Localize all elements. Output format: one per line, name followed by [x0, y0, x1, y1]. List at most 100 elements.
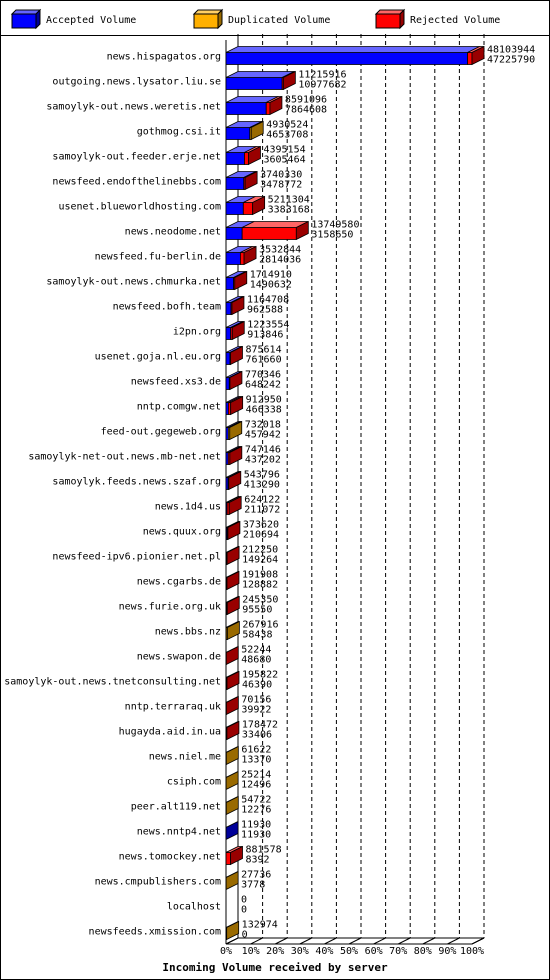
bar-front [467, 52, 473, 65]
total-label: 52244 [241, 645, 271, 656]
x-tick [274, 937, 288, 945]
y-tick-label: news.nntp4.net [137, 827, 221, 838]
bar-segment [281, 70, 296, 91]
accepted-label: 149264 [242, 555, 278, 566]
bar-segment [225, 745, 239, 766]
y-tick-label: usenet.goja.nl.eu.org [95, 352, 221, 363]
bar-front [244, 152, 249, 165]
bar-segment [225, 71, 295, 90]
bar-front [225, 77, 283, 90]
accepted-label: 761660 [245, 355, 281, 366]
accepted-label: 4653708 [266, 130, 308, 141]
y-tick-label: newsfeeds.xmission.com [89, 927, 221, 938]
x-tick [348, 937, 362, 945]
bar-segment [243, 170, 258, 191]
accepted-label: 128882 [242, 580, 278, 591]
accepted-label: 913846 [247, 330, 283, 341]
bar-side [226, 670, 240, 691]
legend-swatch-front [11, 13, 37, 29]
bar-side [226, 595, 240, 616]
bar-segment [225, 96, 279, 115]
total-label: 212250 [242, 545, 278, 556]
accepted-label: 437202 [245, 455, 281, 466]
total-label: 912950 [246, 395, 282, 406]
bar-side [225, 795, 239, 816]
bar-side [230, 345, 243, 366]
bar-front [241, 227, 297, 240]
legend-swatch-front [193, 13, 219, 29]
bar-segment [227, 470, 242, 491]
y-tick-label: samoylyk-out.news.tnetconsulting.net [4, 677, 221, 688]
x-tick [447, 937, 460, 945]
legend-label: Accepted Volume [46, 15, 136, 26]
accepted-label: 46390 [242, 680, 272, 691]
bar-side [471, 45, 485, 66]
total-label: 132974 [242, 920, 278, 931]
bar-segment [249, 120, 264, 141]
y-tick-label: samoylyk.feeds.news.szaf.org [52, 477, 221, 488]
bar-segment [226, 520, 241, 541]
bar-side [228, 495, 242, 516]
bar-segment [226, 595, 240, 616]
total-label: 3532844 [259, 245, 301, 256]
x-tick [225, 937, 239, 945]
bar-segment [241, 220, 309, 241]
accepted-label: 48680 [241, 655, 271, 666]
bar-segment [225, 46, 480, 65]
accepted-label: 413290 [244, 480, 280, 491]
x-tick [397, 937, 411, 945]
bar-side [282, 70, 296, 91]
x-tick-label: 100% [460, 946, 484, 957]
accepted-label: 47225790 [487, 55, 535, 66]
bar-side [225, 695, 239, 716]
bar-side [225, 870, 239, 891]
legend-swatch-top [192, 9, 224, 15]
bar-side [295, 220, 309, 241]
x-tick [422, 937, 436, 945]
x-axis-title: Incoming Volume received by server [162, 961, 388, 974]
bar-front [242, 202, 254, 215]
accepted-label: 11930 [241, 830, 271, 841]
y-tick-label: nntp.comgw.net [137, 402, 221, 413]
bar-front [225, 152, 245, 165]
accepted-label: 33406 [242, 730, 272, 741]
accepted-label: 962588 [247, 305, 283, 316]
total-label: 8591096 [285, 95, 327, 106]
total-label: 4930524 [266, 120, 308, 131]
bar-side [231, 320, 245, 341]
accepted-label: 3778 [241, 880, 265, 891]
total-label: 1164708 [247, 295, 289, 306]
legend-label: Duplicated Volume [228, 15, 330, 26]
total-label: 191908 [242, 570, 278, 581]
bar-side [234, 270, 248, 291]
bar-segment [227, 445, 243, 466]
bar-segment [225, 620, 240, 641]
bar-side [229, 370, 243, 391]
x-tick-label: 40% [315, 946, 333, 957]
accepted-label: 648242 [245, 380, 281, 391]
total-label: 770346 [245, 370, 281, 381]
accepted-label: 0 [241, 905, 247, 916]
bar-segment [239, 245, 257, 266]
accepted-label: 95550 [242, 605, 272, 616]
x-tick [250, 937, 263, 945]
x-tick-label: 20% [266, 946, 284, 957]
total-label: 624122 [244, 495, 280, 506]
y-tick-label: newsfeed.fu-berlin.de [95, 252, 221, 263]
accepted-label: 1490632 [250, 280, 292, 291]
bar-front [225, 352, 231, 365]
total-label: 25214 [241, 770, 271, 781]
bar-segment [225, 720, 240, 741]
accepted-label: 58438 [242, 630, 272, 641]
y-tick-label: news.cmpublishers.com [95, 877, 221, 888]
bar-side [269, 95, 283, 116]
bar-segment [225, 845, 243, 866]
x-tick-label: 80% [414, 946, 432, 957]
total-label: 0 [241, 895, 247, 906]
bar-side [229, 420, 243, 441]
x-tick-label: 70% [389, 946, 407, 957]
y-tick-label: news.tomockey.net [119, 852, 221, 863]
total-label: 48103944 [487, 45, 535, 56]
bar-side [226, 570, 240, 591]
bar-front [225, 177, 245, 190]
